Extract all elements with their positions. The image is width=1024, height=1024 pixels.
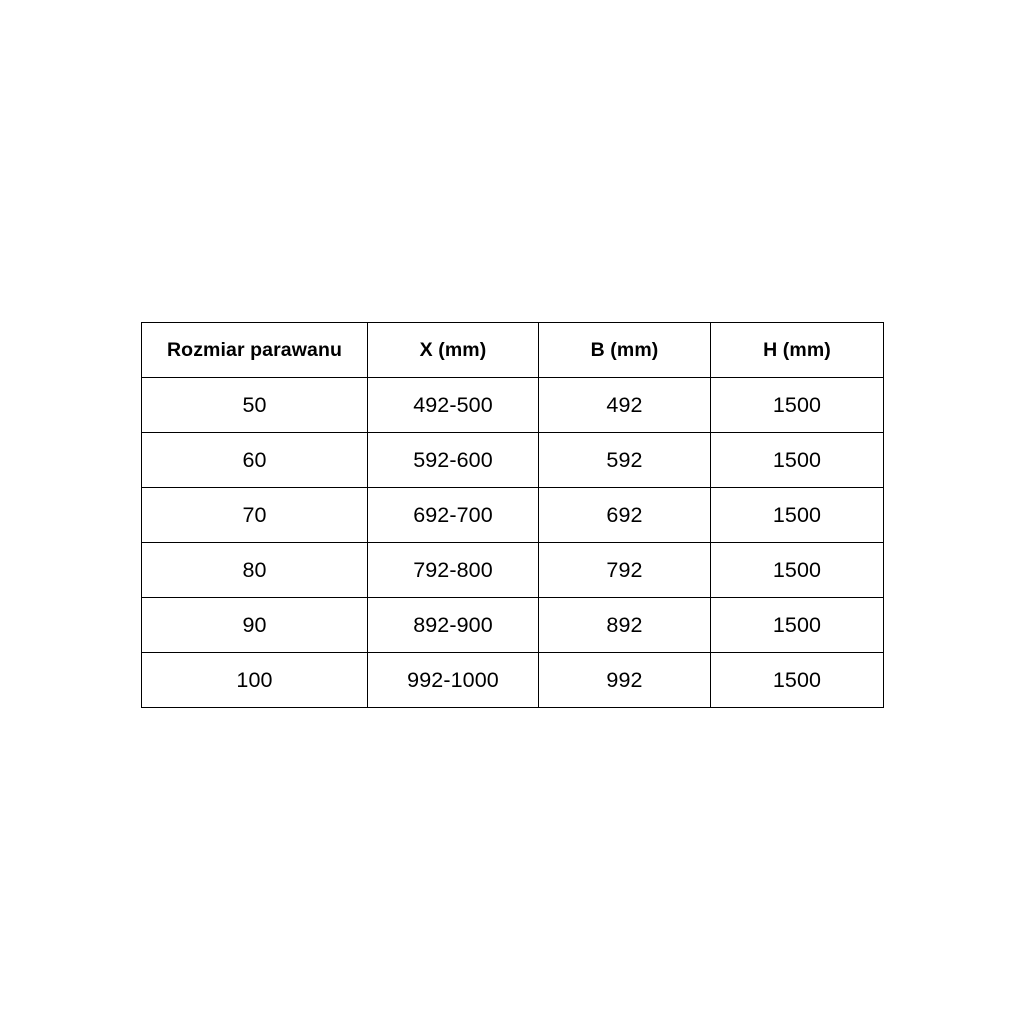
- cell-size: 80: [141, 542, 368, 598]
- cell-b: 492: [538, 377, 711, 433]
- column-header-x-mm: X (mm): [367, 322, 539, 378]
- cell-x: 492-500: [367, 377, 539, 433]
- cell-b: 792: [538, 542, 711, 598]
- table-row: 50 492-500 492 1500: [141, 377, 884, 433]
- table-row: 80 792-800 792 1500: [141, 542, 884, 598]
- column-header-b-mm: B (mm): [538, 322, 711, 378]
- cell-h: 1500: [710, 652, 884, 708]
- table-header: Rozmiar parawanu X (mm) B (mm) H (mm): [141, 322, 884, 378]
- cell-h: 1500: [710, 597, 884, 653]
- column-header-h-mm: H (mm): [710, 322, 884, 378]
- cell-b: 592: [538, 432, 711, 488]
- cell-x: 892-900: [367, 597, 539, 653]
- column-header-rozmiar-parawanu: Rozmiar parawanu: [141, 322, 368, 378]
- cell-b: 892: [538, 597, 711, 653]
- cell-b: 692: [538, 487, 711, 543]
- table-body: 50 492-500 492 1500 60 592-600 592 1500 …: [141, 377, 884, 708]
- table-row: 100 992-1000 992 1500: [141, 652, 884, 708]
- table-row: 90 892-900 892 1500: [141, 597, 884, 653]
- specification-table-container: Rozmiar parawanu X (mm) B (mm) H (mm) 50…: [141, 322, 884, 708]
- cell-x: 692-700: [367, 487, 539, 543]
- table-row: 70 692-700 692 1500: [141, 487, 884, 543]
- cell-size: 60: [141, 432, 368, 488]
- cell-size: 70: [141, 487, 368, 543]
- cell-size: 100: [141, 652, 368, 708]
- cell-h: 1500: [710, 542, 884, 598]
- cell-size: 50: [141, 377, 368, 433]
- cell-x: 592-600: [367, 432, 539, 488]
- cell-h: 1500: [710, 377, 884, 433]
- cell-x: 992-1000: [367, 652, 539, 708]
- cell-x: 792-800: [367, 542, 539, 598]
- cell-b: 992: [538, 652, 711, 708]
- table-header-row: Rozmiar parawanu X (mm) B (mm) H (mm): [141, 322, 884, 378]
- table-row: 60 592-600 592 1500: [141, 432, 884, 488]
- cell-h: 1500: [710, 487, 884, 543]
- cell-size: 90: [141, 597, 368, 653]
- screen-size-specification-table: Rozmiar parawanu X (mm) B (mm) H (mm) 50…: [141, 322, 884, 708]
- cell-h: 1500: [710, 432, 884, 488]
